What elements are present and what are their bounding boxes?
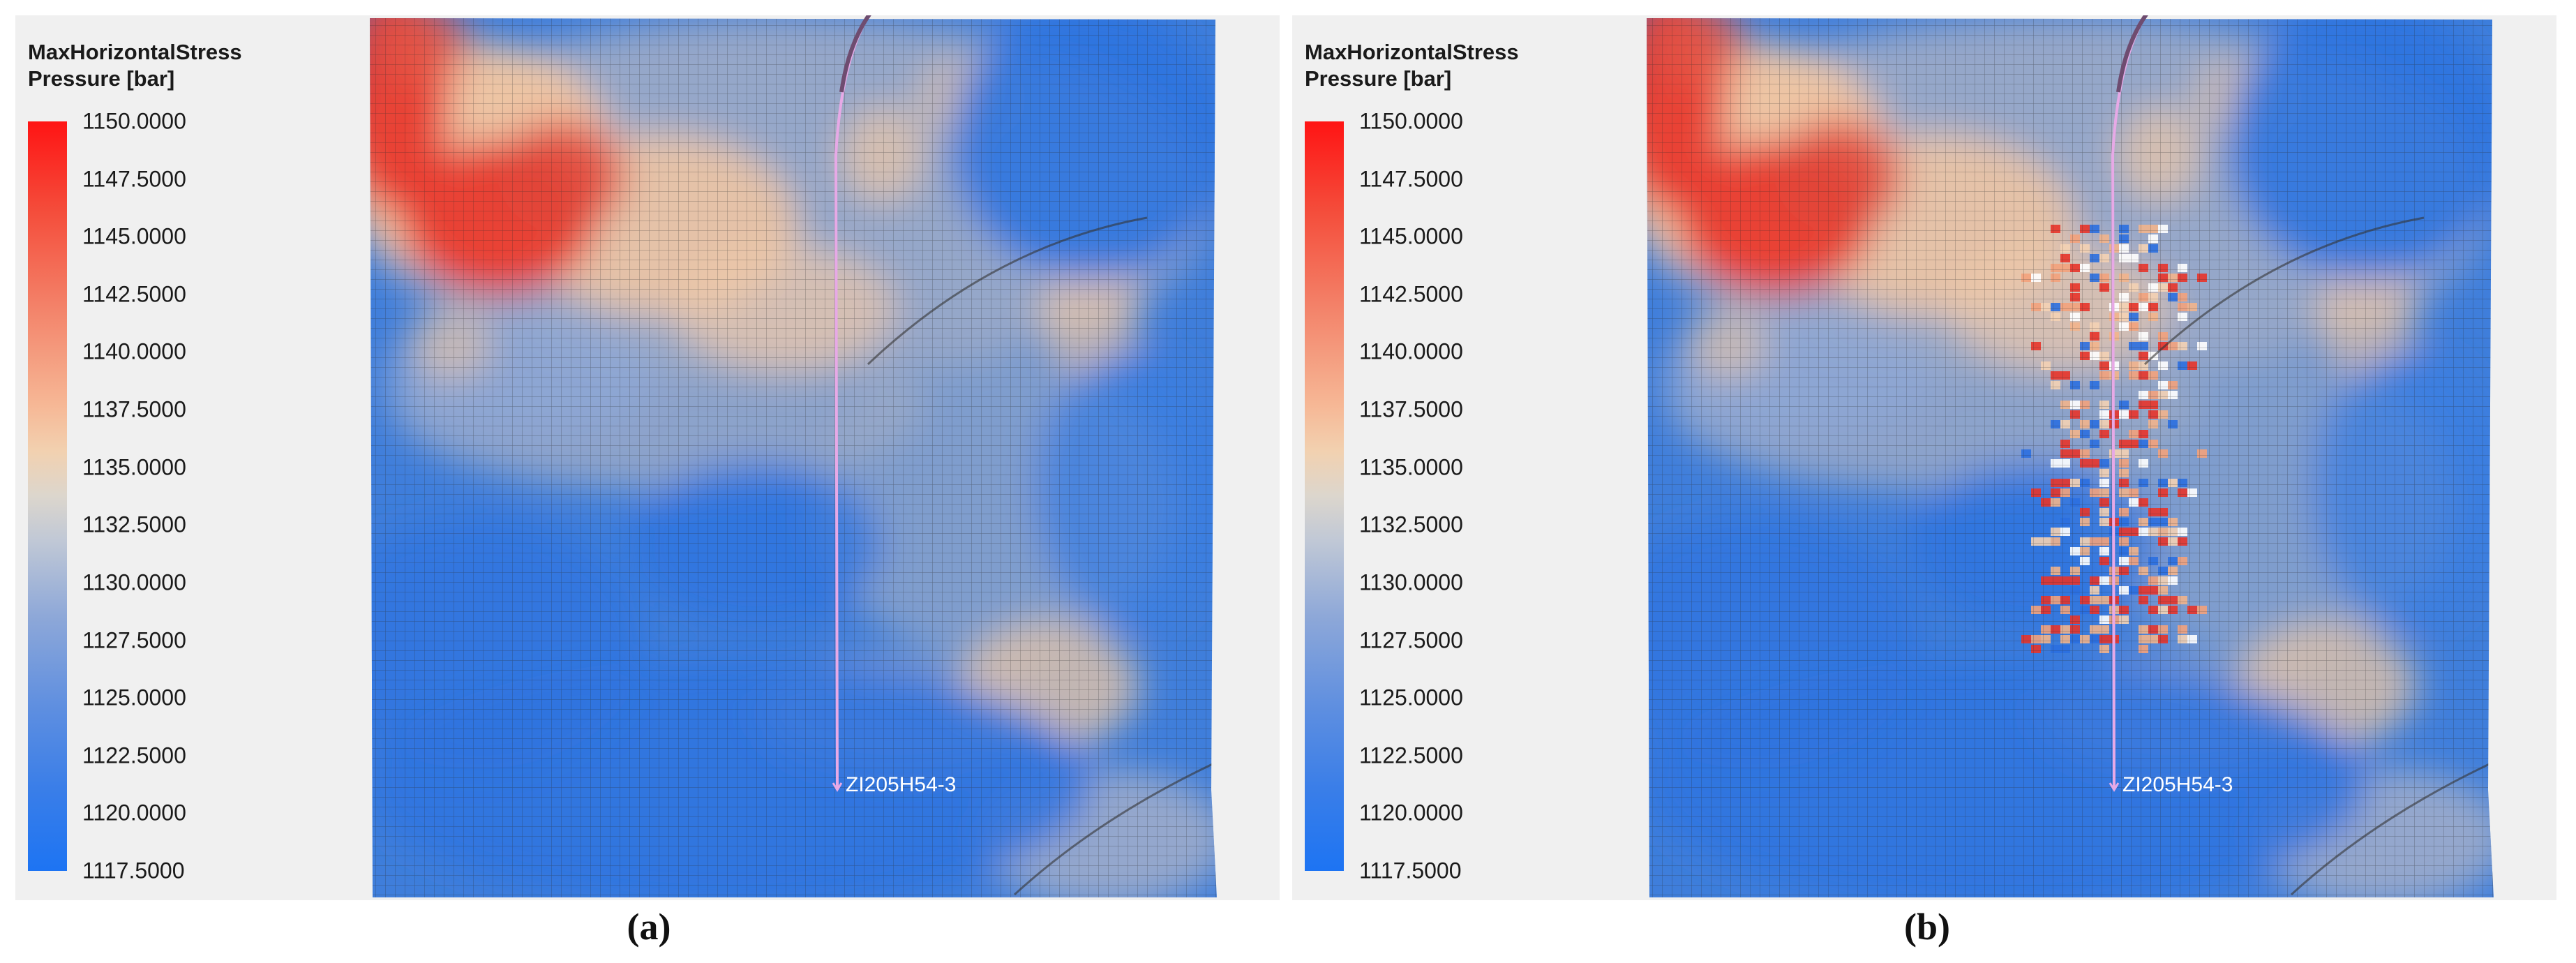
legend-tick-label: 1132.5000 (82, 512, 186, 537)
legend-color-bar (28, 121, 67, 871)
legend-tick-label: 1132.5000 (1359, 512, 1463, 537)
stress-field-map[interactable]: ZI205H54-3 (366, 15, 1220, 900)
legend-tick-label: 1145.0000 (1359, 223, 1463, 249)
legend-tick-label: 1120.0000 (1359, 800, 1463, 826)
legend-color-bar (1305, 121, 1344, 871)
legend-tick-label: 1122.5000 (1359, 742, 1463, 768)
legend-tick-label: 1117.5000 (82, 858, 185, 883)
legend-tick-labels: 1150.0000 1147.5000 1145.0000 1142.5000 … (1359, 109, 1541, 883)
legend-unit: Pressure [bar] (1305, 66, 1452, 91)
stress-field-svg (370, 15, 1217, 897)
legend-unit: Pressure [bar] (28, 66, 175, 91)
legend-tick-label: 1147.5000 (1359, 166, 1463, 192)
legend-tick-label: 1137.5000 (1359, 396, 1463, 422)
legend-tick-label: 1120.0000 (82, 800, 186, 826)
panel-a: MaxHorizontalStress Pressure [bar] 1150.… (15, 15, 1280, 900)
panel-caption: (b) (1904, 906, 1950, 948)
legend-tick-label: 1122.5000 (82, 742, 186, 768)
legend-tick-label: 1147.5000 (82, 166, 186, 192)
legend-tick-label: 1145.0000 (82, 223, 186, 249)
legend-title: MaxHorizontalStress Pressure [bar] (1305, 39, 1519, 92)
legend-tick-label: 1140.0000 (1359, 338, 1463, 364)
legend-tick-label: 1135.0000 (82, 454, 186, 480)
legend-tick-label: 1117.5000 (1359, 858, 1462, 883)
legend-tick-label: 1137.5000 (82, 396, 186, 422)
legend-tick-label: 1140.0000 (82, 338, 186, 364)
well-label: ZI205H54-3 (2122, 773, 2233, 796)
legend-property-name: MaxHorizontalStress (28, 40, 242, 64)
legend-tick-label: 1142.5000 (82, 281, 186, 307)
legend-tick-label: 1130.0000 (82, 569, 186, 595)
legend-tick-label: 1125.0000 (1359, 685, 1463, 710)
legend-tick-label: 1150.0000 (82, 108, 186, 134)
legend-tick-label: 1125.0000 (82, 685, 186, 710)
legend-tick-labels: 1150.0000 1147.5000 1145.0000 1142.5000 … (82, 109, 264, 883)
legend-property-name: MaxHorizontalStress (1305, 40, 1519, 64)
legend-tick-label: 1127.5000 (1359, 627, 1463, 653)
legend-tick-label: 1130.0000 (1359, 569, 1463, 595)
legend-title: MaxHorizontalStress Pressure [bar] (28, 39, 242, 92)
legend-tick-label: 1135.0000 (1359, 454, 1463, 480)
stress-field-svg (1647, 15, 2494, 897)
panel-b: MaxHorizontalStress Pressure [bar] 1150.… (1292, 15, 2556, 900)
panel-caption: (a) (627, 906, 671, 948)
legend-tick-label: 1142.5000 (1359, 281, 1463, 307)
legend-tick-label: 1127.5000 (82, 627, 186, 653)
well-label: ZI205H54-3 (846, 773, 957, 796)
legend-tick-label: 1150.0000 (1359, 108, 1463, 134)
stress-field-map[interactable]: ZI205H54-3 (1642, 15, 2496, 900)
